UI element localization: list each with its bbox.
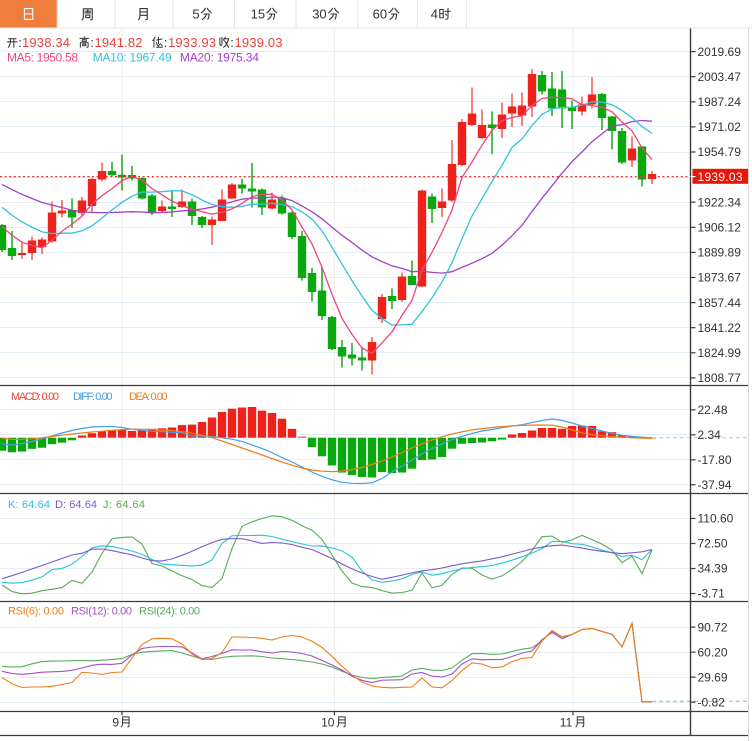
svg-text:1941.82: 1941.82	[95, 35, 143, 50]
svg-text:D: 64.64: D: 64.64	[55, 499, 97, 511]
svg-text:1922.34: 1922.34	[698, 195, 742, 209]
svg-text:1889.89: 1889.89	[698, 246, 742, 260]
svg-text:1939.03: 1939.03	[235, 35, 283, 50]
svg-text:1987.24: 1987.24	[698, 95, 742, 109]
svg-text:110.60: 110.60	[698, 512, 734, 526]
svg-text:4: 4	[431, 7, 438, 22]
svg-text:1954.79: 1954.79	[698, 145, 742, 159]
svg-text:1939.03: 1939.03	[698, 170, 743, 184]
svg-text:1857.44: 1857.44	[698, 296, 742, 310]
svg-text:DEA: 0.00: DEA: 0.00	[129, 391, 168, 403]
svg-text::: :	[230, 35, 234, 50]
svg-text:2019.69: 2019.69	[698, 45, 742, 59]
svg-text:MA20: 1975.34: MA20: 1975.34	[180, 51, 259, 65]
svg-text:K: 64.64: K: 64.64	[8, 499, 50, 511]
svg-text:1971.02: 1971.02	[698, 120, 742, 134]
svg-text:22.48: 22.48	[698, 403, 728, 417]
svg-text::: :	[90, 35, 94, 50]
svg-text:29.69: 29.69	[698, 670, 728, 684]
svg-text:10: 10	[321, 716, 335, 730]
svg-text:5: 5	[192, 7, 199, 22]
svg-text:MACD: 0.00: MACD: 0.00	[11, 391, 59, 403]
svg-text:RSI(12): 0.00: RSI(12): 0.00	[71, 606, 132, 618]
svg-text:90.72: 90.72	[698, 620, 728, 634]
svg-text:15: 15	[251, 7, 265, 22]
svg-text:2003.47: 2003.47	[698, 70, 742, 84]
svg-text:1808.77: 1808.77	[698, 371, 742, 385]
svg-text:72.50: 72.50	[698, 537, 728, 551]
svg-text::: :	[18, 35, 22, 50]
svg-text:1824.99: 1824.99	[698, 346, 742, 360]
svg-text:2.34: 2.34	[698, 428, 722, 442]
svg-text:-37.94: -37.94	[698, 478, 732, 492]
svg-text:1873.67: 1873.67	[698, 271, 742, 285]
svg-text:1933.93: 1933.93	[168, 35, 216, 50]
svg-text:DIFF: 0.00: DIFF: 0.00	[73, 391, 113, 403]
svg-text:34.39: 34.39	[698, 562, 728, 576]
svg-text:MA5: 1950.58: MA5: 1950.58	[7, 51, 78, 65]
svg-text:RSI(24): 0.00: RSI(24): 0.00	[139, 606, 200, 618]
svg-text:1841.22: 1841.22	[698, 321, 742, 335]
svg-text:1906.12: 1906.12	[698, 221, 742, 235]
svg-text:60.20: 60.20	[698, 645, 728, 659]
svg-text:9: 9	[112, 716, 119, 730]
svg-text:RSI(6): 0.00: RSI(6): 0.00	[8, 606, 64, 618]
svg-text:60: 60	[373, 7, 387, 22]
svg-text:30: 30	[312, 7, 326, 22]
svg-text:11: 11	[560, 716, 573, 730]
svg-text:-17.80: -17.80	[698, 453, 732, 467]
svg-text:1938.34: 1938.34	[22, 35, 70, 50]
svg-text::: :	[164, 35, 168, 50]
svg-text:MA10: 1967.49: MA10: 1967.49	[93, 51, 172, 65]
svg-text:J: 64.64: J: 64.64	[103, 499, 145, 511]
svg-text:-0.82: -0.82	[698, 695, 726, 709]
svg-text:-3.71: -3.71	[698, 587, 726, 601]
